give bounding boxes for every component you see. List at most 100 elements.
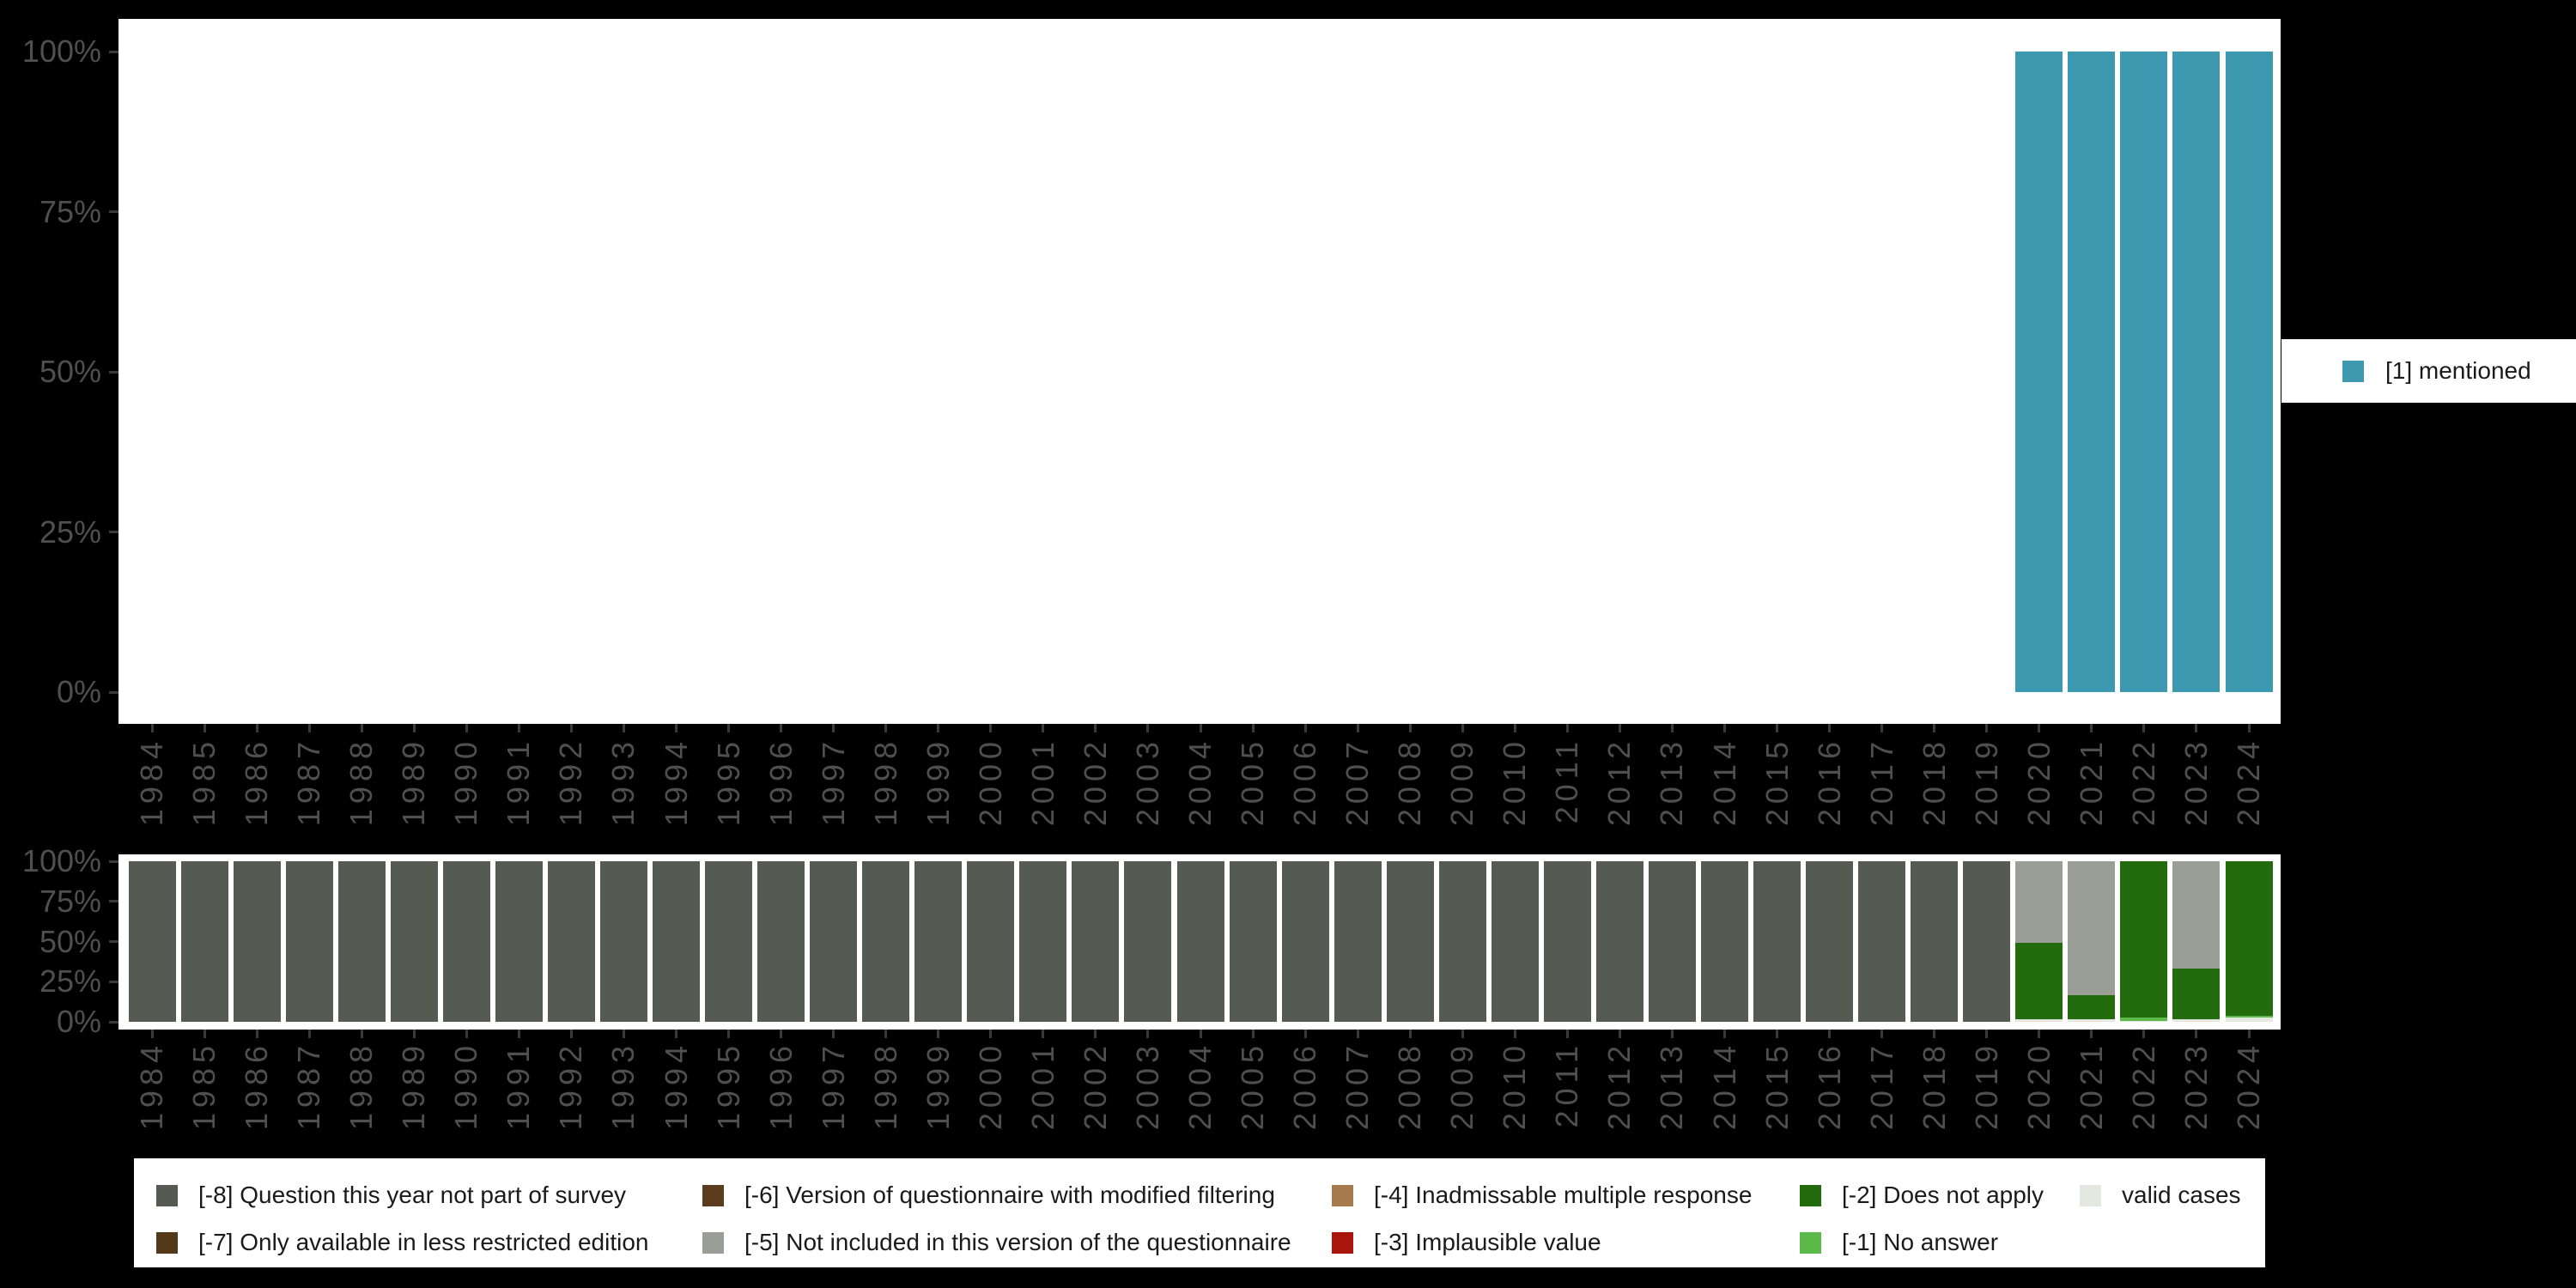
- bar-segment: [1281, 861, 1329, 1022]
- year-tick: [937, 1030, 940, 1038]
- bar-segment: [2068, 861, 2116, 995]
- legend-item-label: [-8] Question this year not part of surv…: [198, 1182, 627, 1208]
- year-tick: [307, 1030, 311, 1038]
- year-label: 2006: [1287, 737, 1323, 827]
- year-label: 2007: [1340, 737, 1376, 827]
- year-tick: [2195, 724, 2198, 732]
- year-tick: [1723, 724, 1726, 732]
- year-tick: [465, 1030, 468, 1038]
- year-label: 2013: [1654, 737, 1690, 827]
- bar-segment: [1176, 861, 1224, 1022]
- year-label: 1996: [762, 1041, 799, 1131]
- year-tick: [1094, 1030, 1097, 1038]
- bar-segment: [1963, 861, 2011, 1022]
- year-tick: [727, 724, 731, 732]
- year-label: 2019: [1968, 737, 2004, 827]
- year-tick: [884, 724, 888, 732]
- legend-item: [-6] Version of questionnaire with modif…: [702, 1182, 1275, 1209]
- year-label: 1999: [920, 737, 956, 827]
- bar-segment: [2120, 1021, 2168, 1022]
- year-label: 2019: [1968, 1041, 2004, 1131]
- year-label: 2009: [1444, 737, 1480, 827]
- year-tick: [2090, 1030, 2093, 1038]
- legend-item-label: [-2] Does not apply: [1842, 1182, 2044, 1208]
- year-tick: [1880, 724, 1884, 732]
- year-label: 2020: [2020, 1041, 2057, 1131]
- bar-segment: [2068, 994, 2116, 1019]
- year-tick: [832, 1030, 835, 1038]
- year-label: 2024: [2231, 737, 2266, 827]
- percent-tick: [109, 50, 118, 53]
- year-label: 2015: [1759, 737, 1795, 827]
- year-tick: [1618, 724, 1621, 732]
- year-tick: [1199, 724, 1202, 732]
- bar-segment: [2068, 1019, 2116, 1022]
- bar-segment: [2015, 861, 2063, 943]
- year-tick: [2038, 724, 2041, 732]
- bar-segment: [862, 861, 910, 1022]
- year-label: 1999: [920, 1041, 956, 1131]
- year-label: 1984: [134, 737, 169, 827]
- year-tick: [1513, 1030, 1516, 1038]
- year-tick: [1408, 724, 1412, 732]
- legend-swatch-icon: [1800, 1231, 1821, 1254]
- year-label: 1996: [762, 737, 799, 827]
- bar-segment: [285, 861, 333, 1022]
- year-tick: [1251, 724, 1255, 732]
- bar-segment: [2225, 52, 2273, 692]
- mentioned-legend-swatch-icon: [2342, 360, 2364, 382]
- mentioned-legend: [1] mentioned: [2281, 339, 2576, 403]
- legend-item-label: [-3] Implausible value: [1374, 1229, 1601, 1255]
- year-label: 2008: [1392, 1041, 1428, 1131]
- legend-item-label: [-5] Not included in this version of the…: [744, 1229, 1291, 1255]
- year-label: 1987: [291, 1041, 327, 1131]
- year-label: 1986: [239, 1041, 275, 1131]
- percent-label: 50%: [39, 923, 101, 959]
- legend-item-label: [-7] Only available in less restricted e…: [198, 1229, 649, 1255]
- bar-segment: [1019, 861, 1067, 1022]
- year-label: 2014: [1706, 737, 1742, 827]
- bar-segment: [1334, 861, 1382, 1022]
- bar-segment: [1648, 861, 1696, 1022]
- year-tick: [1461, 1030, 1464, 1038]
- year-label: 1995: [710, 737, 746, 827]
- year-label: 1988: [343, 737, 380, 827]
- year-label: 1994: [658, 737, 694, 827]
- year-tick: [307, 724, 311, 732]
- bar-segment: [2172, 968, 2221, 1019]
- year-label: 1984: [134, 1041, 169, 1131]
- bar-segment: [1491, 861, 1539, 1022]
- bar-segment: [2225, 861, 2273, 1016]
- year-label: 1991: [501, 1041, 537, 1131]
- year-tick: [1356, 724, 1359, 732]
- year-label: 2001: [1024, 1041, 1060, 1131]
- year-label: 2021: [2073, 1041, 2109, 1131]
- year-tick: [1565, 1030, 1569, 1038]
- bar-segment: [2015, 942, 2063, 1019]
- year-label: 1995: [710, 1041, 746, 1131]
- legend-swatch-icon: [156, 1231, 178, 1254]
- bar-segment: [2120, 861, 2168, 1018]
- percent-label: 25%: [39, 963, 101, 999]
- year-tick: [517, 724, 520, 732]
- year-tick: [675, 1030, 677, 1038]
- legend-item: [-1] No answer: [1800, 1229, 1998, 1256]
- percent-label: 75%: [39, 883, 101, 919]
- year-tick: [2142, 724, 2146, 732]
- year-tick: [1985, 1030, 1989, 1038]
- bar-segment: [442, 861, 490, 1022]
- year-label: 1990: [448, 1041, 484, 1131]
- year-tick: [1828, 724, 1832, 732]
- year-label: 1986: [239, 737, 275, 827]
- legend-swatch-icon: [1800, 1184, 1821, 1206]
- bar-segment: [2015, 52, 2063, 692]
- year-label: 2004: [1182, 737, 1218, 827]
- year-tick: [780, 724, 783, 732]
- year-label: 2008: [1392, 737, 1428, 827]
- year-label: 2001: [1024, 737, 1060, 827]
- bar-segment: [810, 861, 858, 1022]
- bar-segment: [2068, 52, 2116, 692]
- year-label: 2000: [972, 1041, 1008, 1131]
- year-tick: [675, 724, 677, 732]
